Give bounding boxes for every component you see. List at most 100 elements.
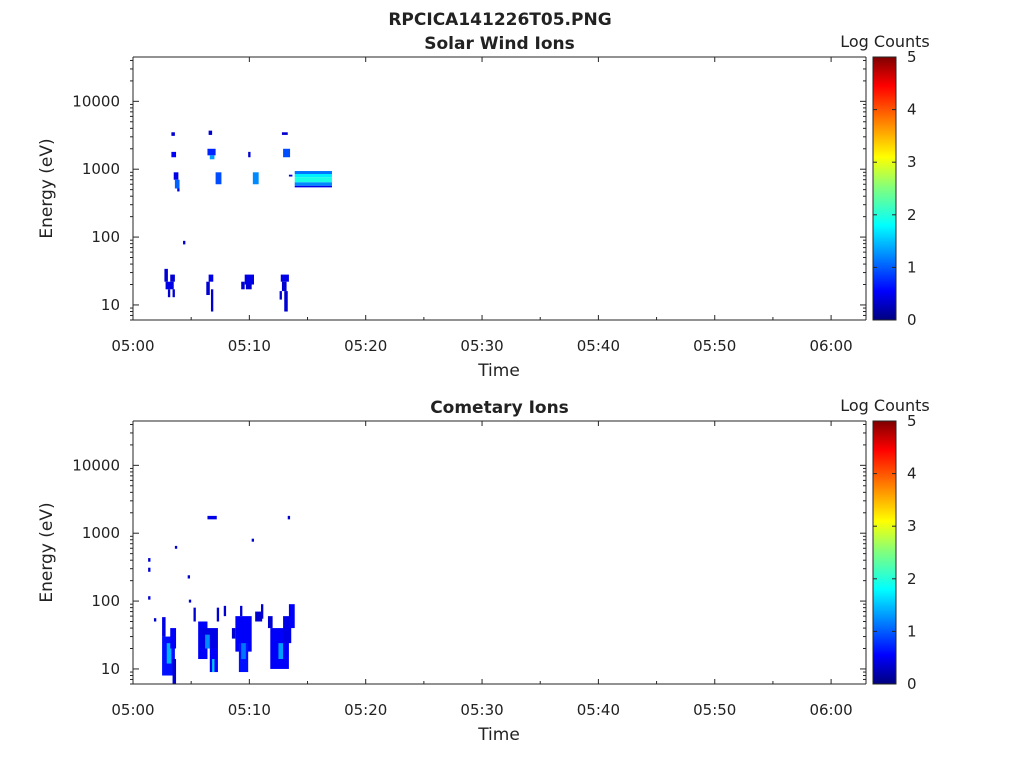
- x-tick-label: 05:50: [693, 701, 736, 719]
- spectrogram-cell: [252, 172, 259, 185]
- colorbar: [872, 56, 897, 321]
- spectrogram-cell: [288, 604, 295, 629]
- spectrogram-cell: [245, 284, 252, 290]
- spectrogram-cell: [287, 515, 291, 520]
- x-tick-label: 05:20: [344, 337, 387, 355]
- x-tick-label: 05:30: [460, 701, 503, 719]
- spectrogram-cell: [210, 289, 214, 312]
- spectrogram-cell: [212, 659, 215, 673]
- y-tick-label: 1000: [82, 524, 120, 542]
- colorbar: [872, 420, 897, 685]
- y-tick-label: 10000: [72, 92, 120, 110]
- spectrogram-cell: [208, 274, 214, 282]
- spectrogram-cell: [148, 596, 151, 600]
- colorbar-tick-label: 2: [907, 570, 917, 588]
- x-tick-label: 06:00: [809, 701, 852, 719]
- spectrogram-cell: [288, 174, 293, 177]
- spectrogram-cell: [294, 171, 332, 174]
- spectrogram-cell: [248, 151, 251, 158]
- spectrogram-cell: [216, 607, 220, 622]
- spectrogram-cell: [235, 616, 252, 652]
- panel-title: Cometary Ions: [430, 398, 569, 418]
- colorbar-tick-label: 1: [907, 622, 917, 640]
- x-tick-label: 05:10: [228, 701, 271, 719]
- spectrogram-cell: [187, 575, 191, 579]
- spectrogram-cell: [294, 182, 332, 186]
- spectrogram-cell: [281, 132, 288, 135]
- spectrogram-cell: [215, 172, 222, 185]
- spectrogram-cell: [148, 567, 151, 572]
- spectrogram-cell: [240, 605, 243, 617]
- spectrogram-cell: [148, 558, 151, 562]
- spectrogram-cell: [170, 274, 175, 282]
- spectrogram-cell: [207, 515, 217, 520]
- spectrogram-cell: [153, 618, 157, 622]
- x-tick-label: 05:50: [693, 337, 736, 355]
- y-tick-label: 100: [91, 592, 120, 610]
- y-tick-label: 10000: [72, 456, 120, 474]
- y-axis-label: Energy (eV): [37, 502, 57, 602]
- spectrogram-cell: [208, 130, 213, 135]
- spectrogram-cell: [162, 617, 166, 637]
- spectrogram-cell: [241, 281, 245, 290]
- spectrogram-cell: [294, 185, 332, 188]
- spectrogram-cell: [283, 148, 291, 158]
- spectrogram-cell: [188, 599, 192, 603]
- y-tick-label: 10: [101, 660, 120, 678]
- spectrogram-cell: [172, 659, 177, 684]
- spectrogram-cell: [244, 274, 255, 285]
- spectrogram-cell: [260, 604, 264, 619]
- colorbar-tick-label: 1: [907, 258, 917, 276]
- spectrogram-cell: [283, 616, 292, 644]
- spectrogram-cell: [164, 268, 168, 282]
- y-tick-label: 1000: [82, 160, 120, 178]
- colorbar-tick-label: 3: [907, 153, 917, 171]
- x-tick-label: 05:20: [344, 701, 387, 719]
- spectrogram-cell: [241, 643, 246, 660]
- panel-title: Solar Wind Ions: [424, 34, 575, 54]
- spectrogram-cell: [284, 291, 288, 312]
- x-axis-label: Time: [477, 361, 520, 381]
- spectrogram-cell: [205, 634, 210, 649]
- colorbar-tick-label: 3: [907, 517, 917, 535]
- spectrogram-cell: [183, 240, 186, 245]
- spectrogram-cell: [294, 173, 332, 178]
- spectrogram-cell: [166, 643, 172, 664]
- x-tick-label: 05:40: [577, 701, 620, 719]
- x-tick-label: 05:40: [577, 337, 620, 355]
- spectrogram-cell: [209, 155, 215, 160]
- x-tick-label: 05:00: [111, 701, 154, 719]
- spectrogram-cell: [207, 148, 216, 156]
- spectrogram-cell: [171, 132, 175, 136]
- spectrogram-cell: [170, 628, 177, 649]
- spectrogram-cell: [172, 289, 175, 298]
- y-tick-label: 100: [91, 228, 120, 246]
- spectrogram-cell: [177, 188, 180, 192]
- colorbar-tick-label: 5: [907, 48, 917, 66]
- spectrogram-cell: [231, 628, 236, 639]
- y-axis-label: Energy (eV): [37, 138, 57, 238]
- colorbar-tick-label: 4: [907, 101, 917, 119]
- spectrogram-cell: [281, 281, 287, 292]
- spectrogram-cell: [267, 616, 273, 629]
- colorbar-label: Log Counts: [840, 396, 930, 415]
- colorbar-tick-label: 5: [907, 412, 917, 430]
- spectrogram-cell: [171, 151, 177, 158]
- figure-title: RPCICA141226T05.PNG: [388, 10, 611, 30]
- x-tick-label: 05:30: [460, 337, 503, 355]
- spectrogram-cell: [255, 611, 263, 622]
- spectrogram-cell: [206, 281, 210, 296]
- colorbar-tick-label: 0: [907, 675, 917, 693]
- spectrogram-cell: [165, 281, 174, 290]
- spectrogram-cell: [251, 538, 255, 542]
- spectrogram-cell: [174, 545, 178, 549]
- spectrogram-cell: [279, 291, 282, 300]
- y-tick-label: 10: [101, 296, 120, 314]
- x-axis-label: Time: [477, 725, 520, 745]
- colorbar-tick-label: 4: [907, 465, 917, 483]
- spectrogram-cell: [193, 607, 196, 622]
- spectrogram-cell: [167, 289, 171, 298]
- colorbar-tick-label: 2: [907, 206, 917, 224]
